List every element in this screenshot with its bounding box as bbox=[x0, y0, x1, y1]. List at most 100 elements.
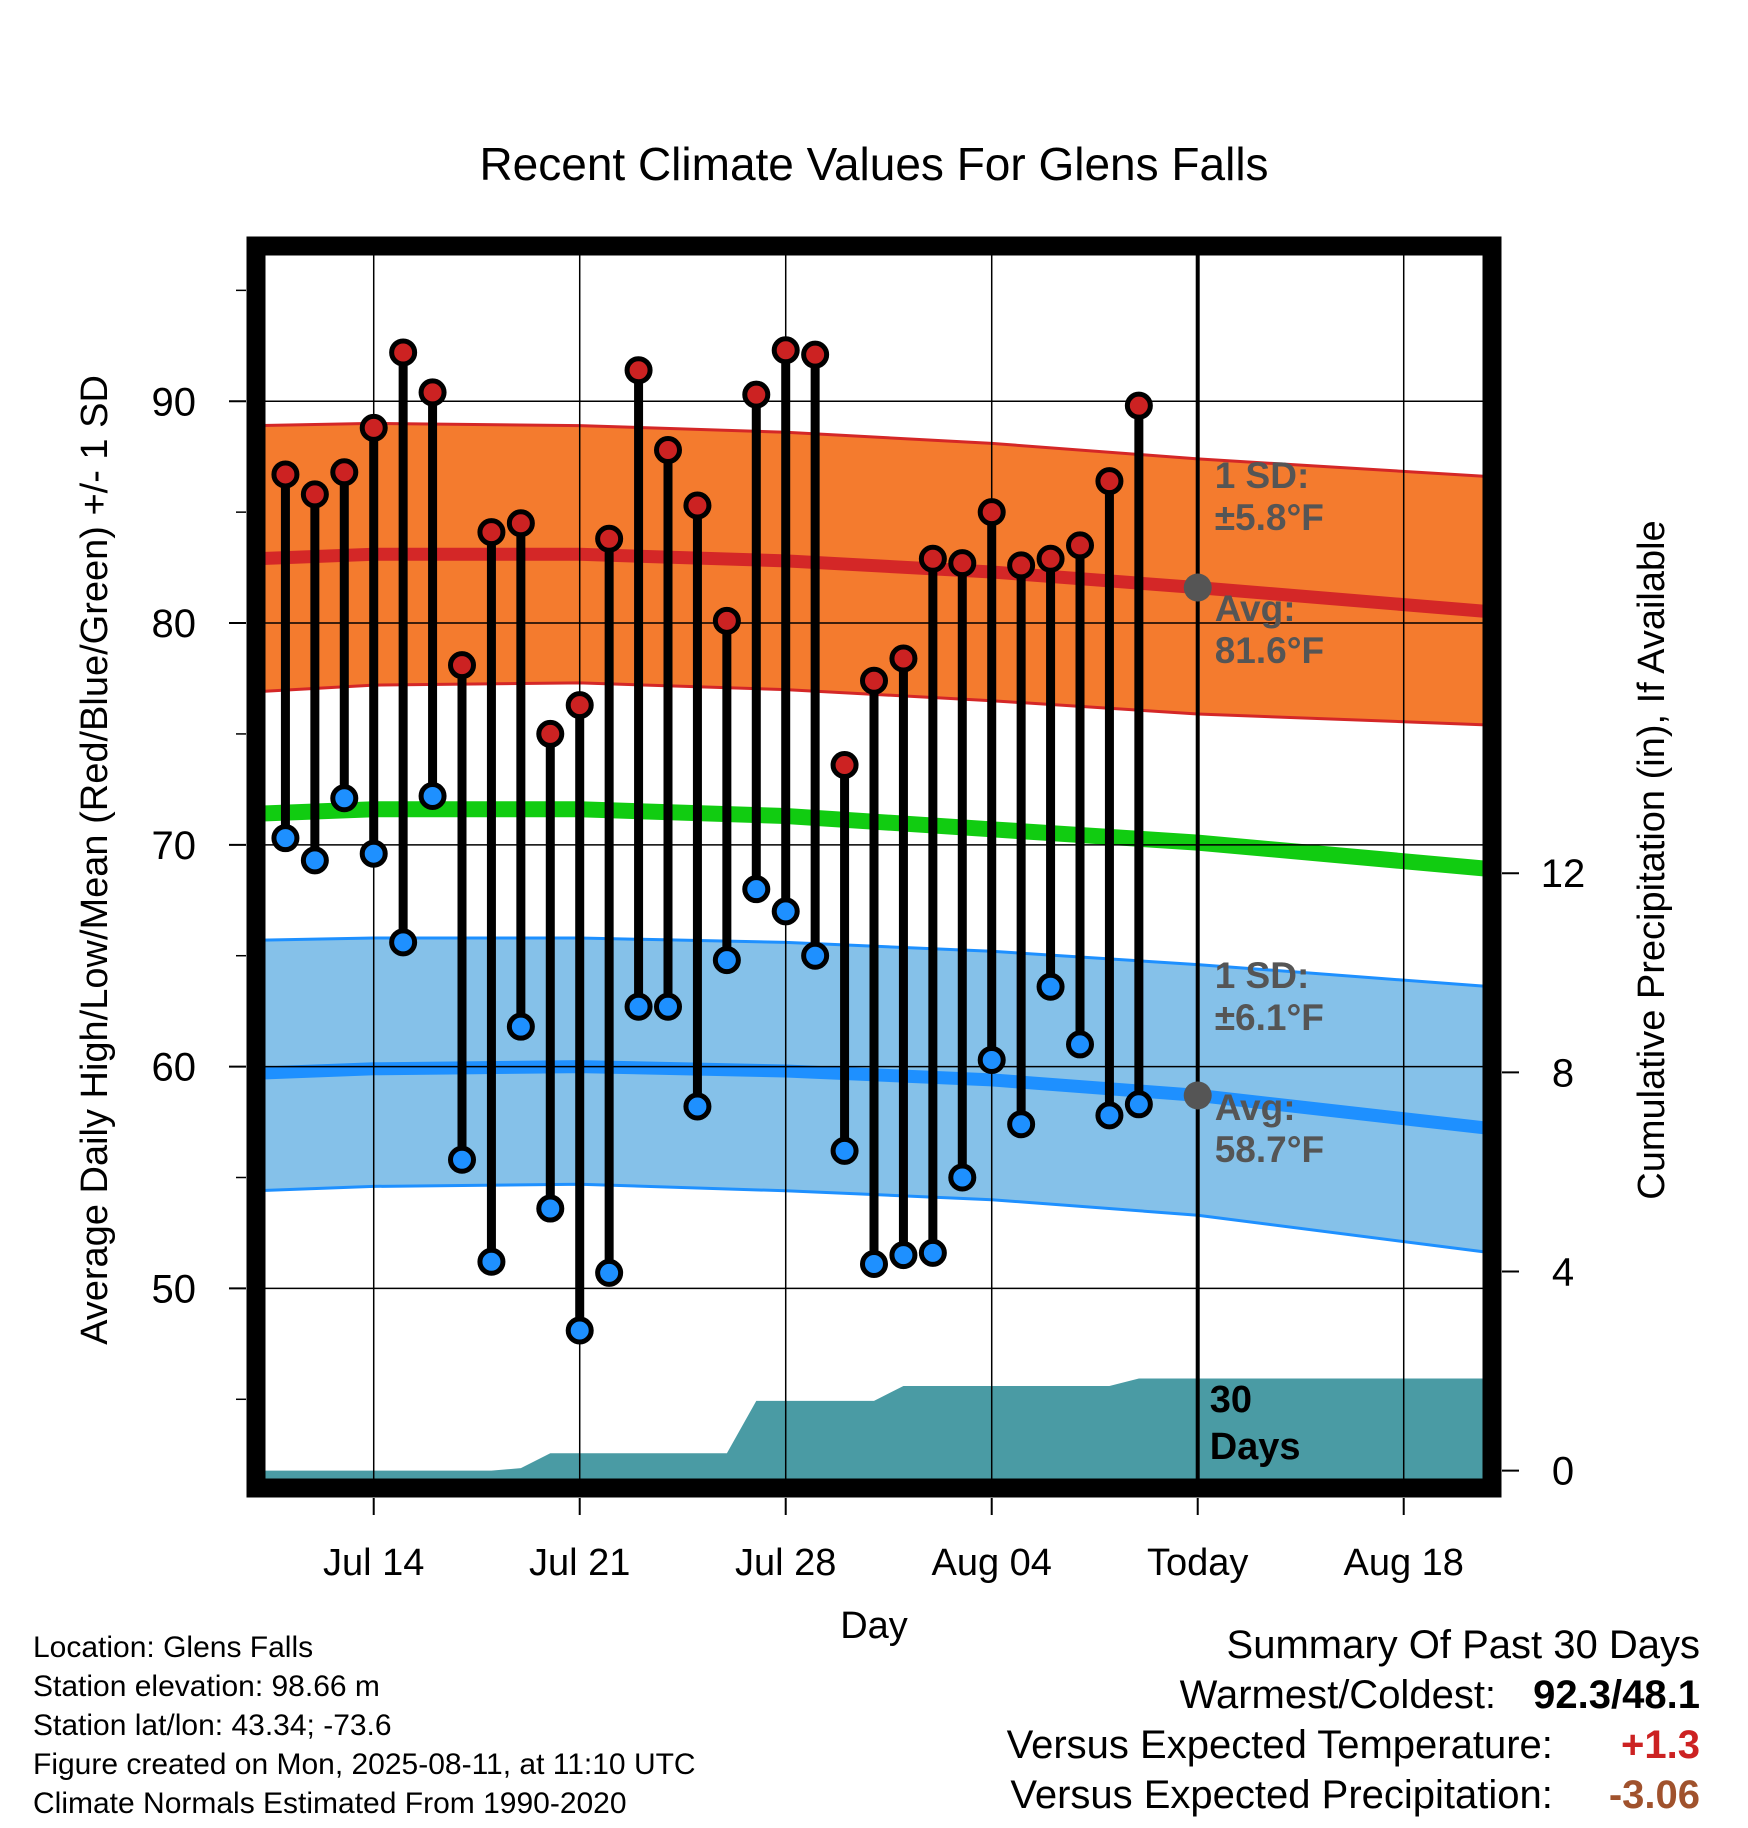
high-marker-2025-07-11 bbox=[271, 460, 300, 489]
high-marker-2025-08-08 bbox=[1095, 467, 1124, 496]
annotation-low-avg-2: 58.7°F bbox=[1215, 1129, 1324, 1170]
low-marker-2025-07-11 bbox=[271, 824, 300, 853]
footer-location: Location: Glens Falls bbox=[33, 1631, 314, 1664]
y2-tick-label-4: 4 bbox=[1552, 1250, 1574, 1294]
high-marker-2025-07-31 bbox=[860, 666, 888, 695]
today-label-2: Days bbox=[1210, 1426, 1301, 1468]
low-marker-2025-07-20 bbox=[536, 1194, 565, 1223]
x-tick-label-4: Today bbox=[1147, 1542, 1248, 1584]
high-marker-2025-07-20 bbox=[536, 719, 565, 748]
today-low-normal-dot bbox=[1183, 1081, 1212, 1110]
low-marker-2025-07-29 bbox=[801, 941, 830, 970]
y-tick-label-80: 80 bbox=[152, 602, 197, 646]
today-label-1: 30 bbox=[1210, 1379, 1252, 1421]
high-marker-2025-07-16 bbox=[418, 378, 447, 407]
low-marker-2025-07-15 bbox=[389, 928, 418, 957]
high-marker-2025-07-22 bbox=[595, 524, 624, 553]
low-marker-2025-08-01 bbox=[889, 1241, 918, 1270]
low-marker-2025-07-21 bbox=[565, 1316, 594, 1345]
high-marker-2025-07-12 bbox=[300, 480, 329, 509]
x-tick-label-1: Jul 21 bbox=[529, 1542, 630, 1584]
annotation-high-sd-2: ±5.8°F bbox=[1215, 497, 1324, 538]
high-marker-2025-08-01 bbox=[889, 644, 918, 673]
low-marker-2025-08-06 bbox=[1036, 972, 1065, 1001]
annotation-high-sd-1: 1 SD: bbox=[1215, 455, 1310, 496]
high-marker-2025-07-30 bbox=[830, 750, 859, 779]
high-marker-2025-07-21 bbox=[565, 691, 594, 720]
high-marker-2025-07-27 bbox=[742, 380, 771, 409]
high-marker-2025-07-28 bbox=[771, 336, 800, 365]
low-marker-2025-08-02 bbox=[918, 1238, 947, 1267]
low-marker-2025-08-09 bbox=[1124, 1090, 1153, 1119]
low-marker-2025-07-26 bbox=[712, 946, 741, 975]
annotation-high-avg-2: 81.6°F bbox=[1215, 630, 1324, 671]
high-marker-2025-08-05 bbox=[1007, 551, 1036, 580]
summary-temp-row: Versus Expected Temperature: +1.3 bbox=[1007, 1720, 1700, 1770]
y2-tick-label-8: 8 bbox=[1552, 1051, 1574, 1095]
summary-warm-value: 92.3/48.1 bbox=[1533, 1673, 1700, 1717]
precipitation-area bbox=[256, 1378, 1492, 1488]
summary-temp-value: +1.3 bbox=[1621, 1723, 1700, 1767]
high-marker-2025-07-15 bbox=[389, 338, 418, 367]
low-marker-2025-07-22 bbox=[595, 1258, 624, 1287]
high-marker-2025-07-17 bbox=[448, 651, 476, 680]
low-marker-2025-07-14 bbox=[359, 839, 388, 868]
high-marker-2025-08-07 bbox=[1066, 531, 1094, 560]
high-marker-2025-07-18 bbox=[477, 518, 506, 547]
x-tick-label-0: Jul 14 bbox=[323, 1542, 424, 1584]
y2-axis-title: Cumulative Precipitation (in), If Availa… bbox=[1631, 520, 1673, 1199]
precip-fill bbox=[256, 1378, 1492, 1488]
low-marker-2025-07-30 bbox=[830, 1136, 859, 1165]
y-tick-label-50: 50 bbox=[152, 1267, 197, 1311]
high-marker-2025-07-23 bbox=[624, 356, 653, 385]
daily-markers bbox=[271, 336, 1153, 1345]
y-tick-label-90: 90 bbox=[152, 380, 197, 424]
low-marker-2025-07-17 bbox=[448, 1145, 476, 1174]
high-marker-2025-07-13 bbox=[330, 458, 359, 487]
footer-created: Figure created on Mon, 2025-08-11, at 11… bbox=[33, 1748, 696, 1781]
chart-title: Recent Climate Values For Glens Falls bbox=[479, 138, 1268, 190]
x-tick-label-2: Jul 28 bbox=[735, 1542, 836, 1584]
footer-latlon: Station lat/lon: 43.34; -73.6 bbox=[33, 1709, 392, 1742]
annotation-low-avg-1: Avg: bbox=[1215, 1087, 1296, 1128]
high-marker-2025-07-24 bbox=[654, 436, 682, 465]
y-tick-label-70: 70 bbox=[152, 824, 197, 868]
annotation-low-sd-2: ±6.1°F bbox=[1215, 997, 1324, 1038]
y-tick-label-60: 60 bbox=[152, 1046, 197, 1090]
high-marker-2025-08-06 bbox=[1036, 544, 1065, 573]
annotation-high-avg-1: Avg: bbox=[1215, 588, 1296, 629]
low-marker-2025-07-13 bbox=[330, 784, 359, 813]
summary-heading: Summary Of Past 30 Days bbox=[1226, 1623, 1700, 1667]
high-marker-2025-07-14 bbox=[359, 413, 388, 442]
summary-temp-label: Versus Expected Temperature: bbox=[1006, 1723, 1553, 1767]
y-axis-title: Average Daily High/Low/Mean (Red/Blue/Gr… bbox=[74, 375, 116, 1345]
today-high-normal-dot bbox=[1183, 573, 1212, 602]
low-marker-2025-07-25 bbox=[683, 1092, 712, 1121]
low-marker-2025-07-23 bbox=[624, 992, 653, 1021]
low-marker-2025-07-19 bbox=[506, 1012, 535, 1041]
high-marker-2025-08-04 bbox=[977, 498, 1006, 527]
low-marker-2025-07-28 bbox=[771, 897, 800, 926]
y2-tick-label-12: 12 bbox=[1541, 852, 1586, 896]
low-marker-2025-08-04 bbox=[977, 1045, 1006, 1074]
low-marker-2025-07-16 bbox=[418, 782, 447, 811]
low-marker-2025-08-08 bbox=[1095, 1101, 1124, 1130]
annotation-low-sd-1: 1 SD: bbox=[1215, 955, 1310, 996]
low-marker-2025-07-12 bbox=[300, 846, 329, 875]
high-marker-2025-08-03 bbox=[948, 549, 977, 578]
footer-info: Location: Glens Falls Station elevation:… bbox=[33, 1628, 696, 1823]
summary-precip-row: Versus Expected Precipitation: -3.06 bbox=[1007, 1770, 1700, 1820]
high-marker-2025-07-19 bbox=[506, 509, 535, 538]
high-sd-band bbox=[256, 423, 1492, 726]
low-marker-2025-07-24 bbox=[654, 992, 682, 1021]
footer-normals: Climate Normals Estimated From 1990-2020 bbox=[33, 1787, 627, 1820]
axes: Jul 14 Jul 21 Jul 28 Aug 04 Today Aug 18 50 60 7… bbox=[74, 289, 1673, 1647]
low-marker-2025-07-27 bbox=[742, 875, 771, 904]
x-axis-title: Day bbox=[840, 1605, 908, 1647]
low-marker-2025-08-07 bbox=[1066, 1030, 1094, 1059]
high-marker-2025-08-02 bbox=[918, 544, 947, 573]
low-marker-2025-08-03 bbox=[948, 1163, 977, 1192]
high-marker-2025-07-25 bbox=[683, 491, 712, 520]
summary-precip-label: Versus Expected Precipitation: bbox=[1010, 1773, 1553, 1817]
